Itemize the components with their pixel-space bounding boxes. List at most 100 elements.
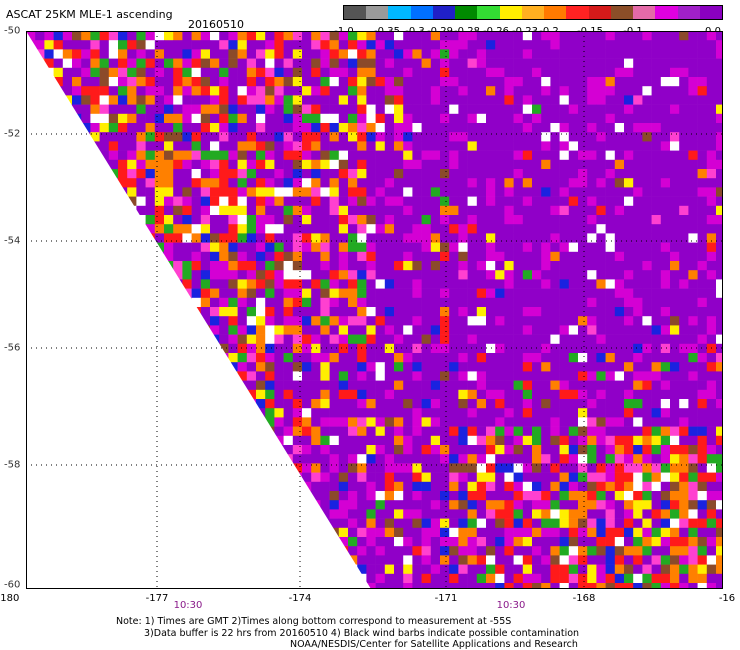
swath-cell [679,169,689,179]
swath-cell [366,408,376,418]
swath-cell [550,371,560,381]
swath-cell [412,224,422,234]
swath-cell [605,58,616,69]
swath-cell [541,159,551,170]
swath-cell [154,40,165,50]
swath-cell [292,270,303,280]
swath-cell [633,261,643,271]
lat-tick-label: -60 [4,579,21,591]
swath-cell [568,187,579,197]
swath-cell [651,187,662,197]
swath-cell [182,67,192,78]
swath-cell [587,316,597,326]
swath-cell [366,215,376,225]
swath-cell [403,316,413,326]
swath-cell [495,224,505,234]
swath-cell [219,224,229,234]
swath-cell [706,150,717,161]
swath-cell [375,445,386,455]
swath-cell [421,454,432,464]
swath-cell [476,251,487,262]
swath-cell [366,270,376,280]
swath-cell [329,67,340,78]
swath-cell [430,435,441,446]
swath-cell [219,205,229,216]
swath-cell [614,67,625,78]
swath-cell [624,31,634,41]
swath-cell [375,178,386,188]
swath-cell [651,343,662,354]
swath-cell [283,270,294,280]
swath-cell [504,399,514,409]
swath-cell [440,362,450,372]
swath-cell [329,31,340,41]
swath-cell [384,132,395,142]
swath-cell [550,334,560,345]
swath-cell [541,353,551,363]
swath-cell [458,417,468,427]
swath-cell [624,472,634,483]
swath-cell [430,399,441,409]
swath-cell [53,58,64,69]
swath-cell [578,123,588,133]
swath-cell [449,463,459,473]
swath-cell [587,380,597,391]
swath-cell [458,481,468,492]
swath-cell [164,95,174,105]
swath-cell [697,500,708,510]
swath-cell [642,316,652,326]
swath-cell [624,527,634,538]
swath-cell [430,518,441,529]
swath-cell [357,205,367,216]
swath-cell [430,132,441,142]
swath-cell [660,399,671,409]
swath-cell [495,334,505,345]
swath-cell [348,251,358,262]
swath-cell [578,353,588,363]
swath-cell [568,67,579,78]
swath-cell [541,178,551,188]
swath-cell [495,242,505,253]
swath-cell [182,205,192,216]
swath-cell [486,297,496,308]
swath-cell [522,178,533,188]
note-line-3: NOAA/NESDIS/Center for Satellite Applica… [290,639,578,650]
swath-cell [219,132,229,142]
swath-cell [394,537,404,547]
swath-cell [495,49,505,59]
swath-cell [311,141,321,151]
swath-cell [44,31,54,41]
swath-cell [412,435,422,446]
swath-cell [495,537,505,547]
swath-cell [559,288,570,299]
swath-cell [651,261,662,271]
swath-cell [228,279,238,289]
swath-cell [118,77,128,87]
swath-cell [366,573,376,584]
swath-cell [522,233,533,243]
swath-cell [348,159,358,170]
swath-cell [596,205,606,216]
swath-cell [302,445,312,455]
swath-cell [486,113,496,124]
swath-cell [587,417,597,427]
swath-cell [237,77,248,87]
swath-cell [651,564,662,575]
swath-cell [532,187,542,197]
swath-cell [228,270,238,280]
swath-cell [688,389,698,400]
swath-cell [440,500,450,510]
swath-cell [256,325,266,335]
swath-cell [504,316,514,326]
swath-cell [237,196,248,207]
swath-cell [706,573,717,584]
swath-cell [513,325,524,335]
swath-cell [329,215,340,225]
swath-cell [476,445,487,455]
swath-cell [430,288,441,299]
swath-cell [670,123,680,133]
swath-cell [191,40,202,50]
swath-cell [118,95,128,105]
swath-cell [467,31,478,41]
swath-cell [274,169,284,179]
